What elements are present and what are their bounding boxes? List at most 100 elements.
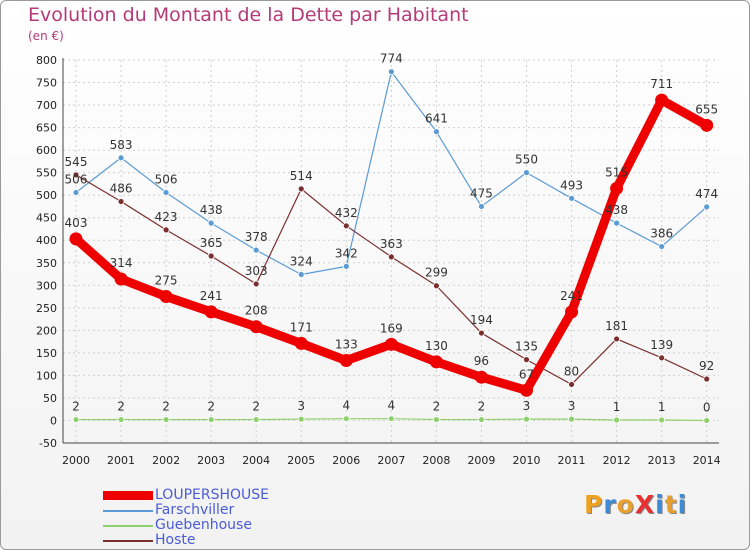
data-point — [523, 356, 530, 364]
data-point — [478, 416, 485, 423]
chart-title: Evolution du Montant de la Dette par Hab… — [28, 4, 469, 26]
data-point — [204, 305, 218, 319]
x-tick-label: 2011 — [558, 454, 586, 467]
data-point — [432, 282, 440, 290]
data-label: 208 — [245, 304, 268, 318]
data-point — [117, 154, 125, 162]
data-label: 80 — [564, 364, 579, 378]
data-point — [700, 118, 714, 132]
y-tick-label: 150 — [36, 347, 57, 360]
logo-letter: o — [616, 490, 635, 519]
data-label: 423 — [155, 210, 178, 224]
data-point — [252, 246, 260, 254]
data-label: 365 — [200, 236, 223, 250]
data-label: 506 — [65, 172, 88, 186]
data-point — [658, 354, 666, 362]
x-tick-label: 2008 — [422, 454, 450, 467]
data-label: 641 — [425, 112, 448, 126]
logo-letter: t — [664, 490, 678, 519]
data-point — [252, 416, 260, 423]
data-point — [613, 219, 620, 227]
data-point — [568, 381, 575, 388]
data-point — [117, 416, 125, 423]
data-label: 342 — [335, 246, 358, 260]
x-tick-label: 2010 — [513, 454, 541, 467]
data-label: 303 — [245, 264, 268, 278]
data-point — [432, 416, 440, 423]
data-point — [610, 181, 624, 195]
logo-letter: X — [634, 490, 656, 519]
y-tick-label: 800 — [36, 54, 57, 67]
y-tick-label: 0 — [50, 414, 57, 427]
data-label: 3 — [297, 399, 305, 413]
data-point — [159, 290, 173, 304]
x-tick-label: 2007 — [377, 454, 405, 467]
data-label: 299 — [425, 266, 448, 280]
data-point — [297, 415, 305, 423]
data-point — [429, 355, 443, 369]
data-label: 438 — [200, 203, 223, 217]
data-label: 711 — [650, 77, 673, 91]
legend-label: Farschviller — [155, 502, 235, 518]
data-point — [658, 243, 666, 250]
data-label: 774 — [380, 52, 403, 66]
y-tick-label: 100 — [36, 369, 57, 382]
data-point — [384, 337, 398, 351]
legend-label: Guebenhouse — [155, 517, 252, 533]
logo-letter: i — [655, 490, 665, 519]
data-point — [72, 171, 80, 179]
legend-label: Hoste — [155, 532, 196, 548]
y-tick-label: 400 — [36, 234, 57, 247]
data-label: 181 — [605, 319, 628, 333]
data-label: 474 — [695, 187, 718, 201]
data-label: 1 — [613, 400, 621, 414]
data-label: 475 — [470, 186, 493, 200]
data-label: 2 — [478, 400, 486, 414]
data-label: 550 — [515, 153, 538, 167]
data-point — [162, 226, 170, 234]
data-label: 493 — [560, 178, 583, 192]
x-tick-label: 2004 — [242, 454, 270, 467]
y-tick-label: 200 — [36, 324, 57, 337]
legend-swatch-guebenhouse — [103, 525, 153, 527]
data-point — [703, 417, 711, 424]
y-tick-label: 650 — [36, 122, 57, 135]
data-point — [117, 198, 125, 205]
data-label: 4 — [342, 399, 350, 413]
data-label: 135 — [515, 340, 538, 354]
x-tick-label: 2001 — [107, 454, 135, 467]
data-label: 432 — [335, 206, 358, 220]
data-label: 545 — [65, 155, 88, 169]
y-tick-label: 700 — [36, 99, 57, 112]
data-label: 241 — [200, 289, 223, 303]
data-point — [72, 189, 80, 196]
data-label: 139 — [650, 338, 673, 352]
y-tick-label: 450 — [36, 212, 57, 225]
data-label: 2 — [117, 400, 125, 414]
data-point — [207, 416, 215, 423]
data-label: 403 — [65, 216, 88, 230]
legend-swatch-hoste — [103, 540, 153, 542]
data-point — [339, 354, 353, 368]
data-point — [72, 416, 80, 423]
data-point — [114, 272, 128, 286]
data-label: 275 — [155, 274, 178, 288]
data-point — [387, 253, 395, 261]
data-label: 386 — [650, 227, 673, 241]
data-point — [387, 68, 395, 76]
data-point — [249, 320, 263, 334]
data-label: 2 — [162, 400, 170, 414]
data-label: 0 — [703, 400, 711, 414]
data-label: 3 — [523, 399, 531, 413]
data-label: 2 — [252, 400, 260, 414]
data-label: 92 — [699, 359, 714, 373]
x-tick-label: 2005 — [287, 454, 315, 467]
data-point — [294, 336, 308, 350]
data-point — [342, 262, 350, 270]
data-point — [613, 416, 620, 424]
data-point — [162, 189, 170, 196]
data-point — [568, 194, 575, 202]
data-label: 2 — [207, 400, 215, 414]
data-label: 515 — [605, 165, 628, 179]
